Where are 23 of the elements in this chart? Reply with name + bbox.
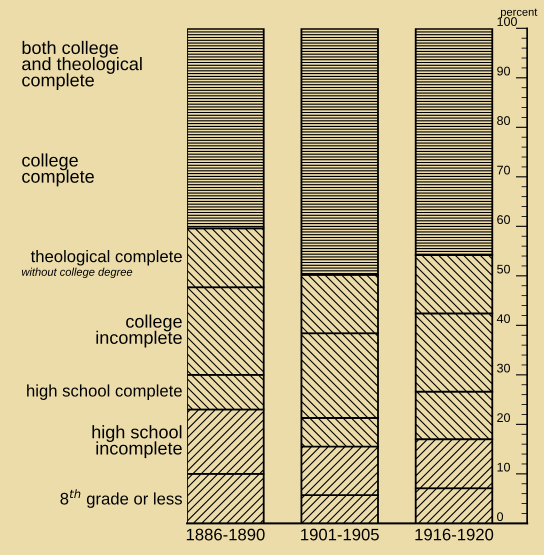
y-tick-label: 60 <box>497 215 510 224</box>
x-tick-label: 1901-1905 <box>301 528 379 540</box>
text: both college and theological complete <box>22 40 142 90</box>
y-tick-label: 0 <box>497 512 504 522</box>
series-label: high school incomplete <box>92 425 182 458</box>
x-tick-label: 1916-1920 <box>415 528 494 540</box>
series-label: high school complete <box>27 384 182 400</box>
x-tick-label: 1886-1890 <box>186 528 265 540</box>
text: without college degree <box>22 268 132 278</box>
y-tick-label: 100 <box>498 17 517 26</box>
y-tick-label: 20 <box>497 413 510 422</box>
series-label: 8$^{th}$ grade or less <box>60 489 182 508</box>
series-label: theological complete <box>30 250 182 266</box>
y-tick-label: 50 <box>497 264 510 274</box>
y-tick-label: 70 <box>497 166 510 175</box>
y-tick-label: 40 <box>496 314 510 324</box>
y-tick-label: 80 <box>497 116 510 126</box>
y-axis-title: percent <box>500 8 538 18</box>
series-label: college incomplete <box>96 314 182 348</box>
y-tick-label: 10 <box>498 462 510 472</box>
y-tick-label: 30 <box>497 364 510 373</box>
text: college complete <box>22 153 94 186</box>
y-tick-label: 90 <box>497 66 510 76</box>
